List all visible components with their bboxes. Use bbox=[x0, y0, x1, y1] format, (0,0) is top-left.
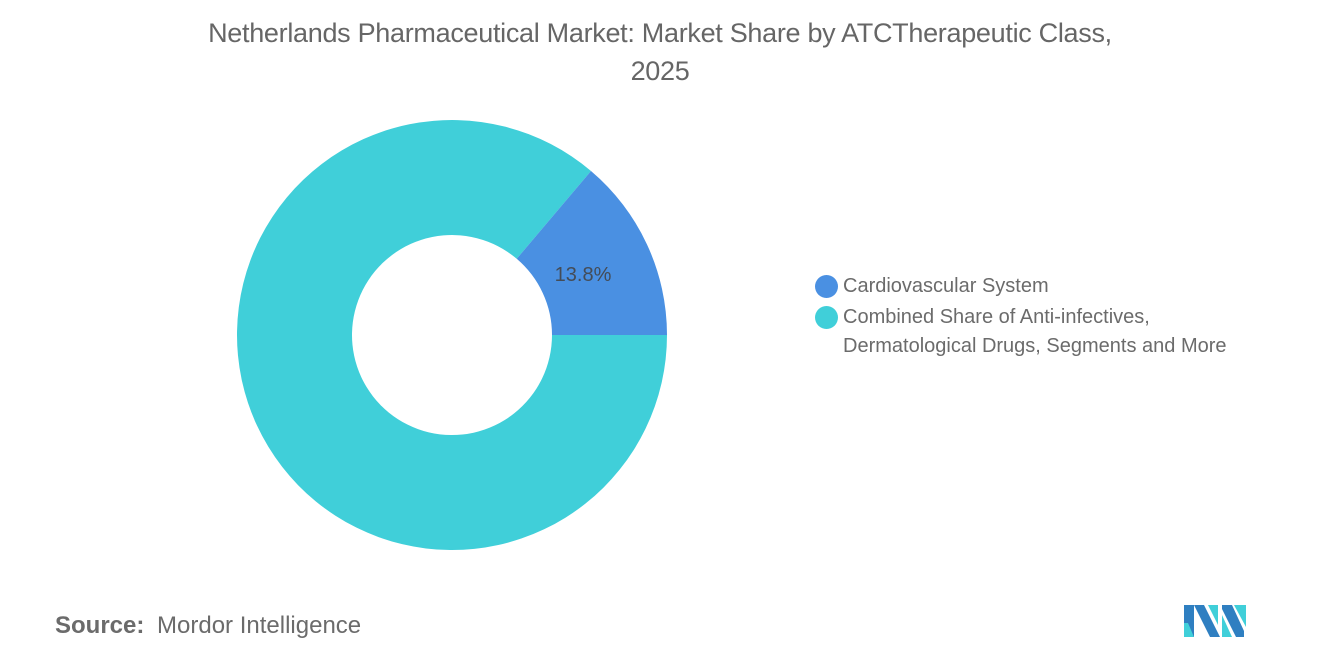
chart-title-line2: 2025 bbox=[630, 56, 690, 86]
chart-title-line1: Netherlands Pharmaceutical Market: Marke… bbox=[208, 18, 1112, 48]
chart-title: Netherlands Pharmaceutical Market: Marke… bbox=[0, 14, 1320, 90]
slice-cardiovascular-system[interactable] bbox=[516, 171, 667, 335]
slice-combined-share[interactable] bbox=[237, 120, 668, 551]
legend-label-line1: Combined Share of Anti-infectives, bbox=[843, 306, 1150, 328]
legend-label-line2: Dermatological Drugs, Segments and More bbox=[843, 335, 1227, 357]
legend-swatch-cardiovascular-icon bbox=[815, 275, 838, 298]
legend-item-combined-share[interactable]: Combined Share of Anti-infectives, Derma… bbox=[815, 303, 1227, 361]
source-value: Mordor Intelligence bbox=[157, 612, 362, 639]
chart-legend: Cardiovascular System Combined Share of … bbox=[815, 272, 1227, 361]
legend-label: Cardiovascular System bbox=[843, 275, 1049, 297]
slice-label-cardiovascular: 13.8% bbox=[555, 264, 612, 286]
mordor-intelligence-logo-icon bbox=[1184, 605, 1246, 637]
legend-item-cardiovascular[interactable]: Cardiovascular System bbox=[815, 272, 1227, 301]
legend-swatch-combined-share-icon bbox=[815, 306, 838, 329]
source-note: Source: Mordor Intelligence bbox=[55, 612, 361, 640]
source-label: Source: bbox=[55, 612, 145, 639]
